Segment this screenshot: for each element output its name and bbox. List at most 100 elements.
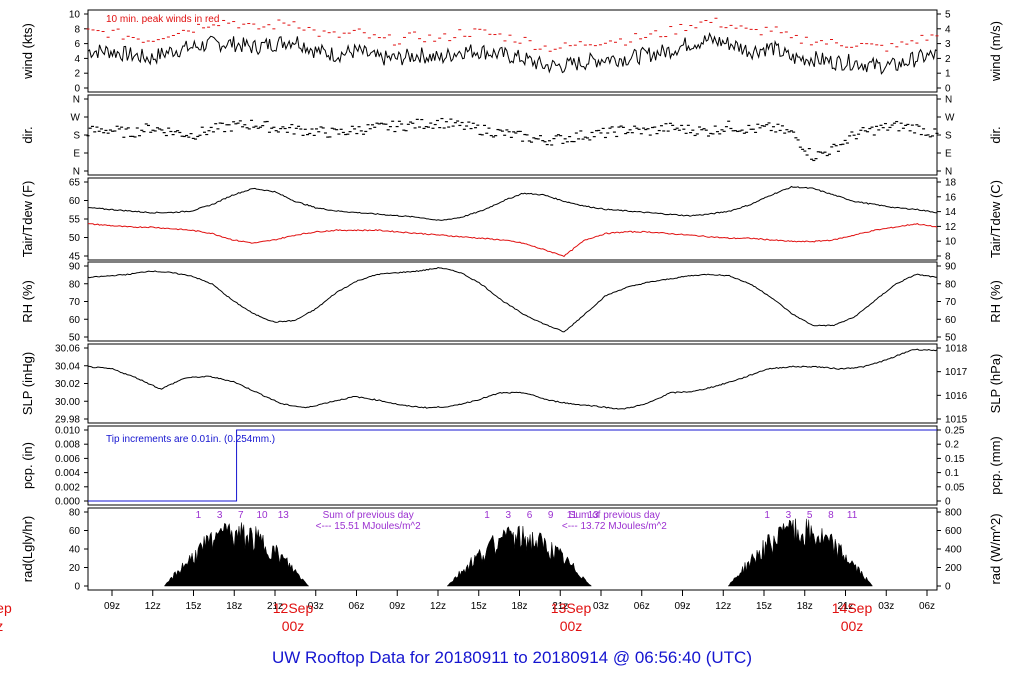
y-tick-label: N (73, 95, 80, 106)
y-tick-label: 60 (69, 196, 81, 207)
y-tick-label: 30.04 (55, 361, 80, 372)
radiation-day-1 (163, 522, 310, 587)
y2-tick-label: 0.2 (945, 440, 959, 451)
y-tick-label: E (73, 149, 80, 160)
y2-tick-label: 4 (945, 24, 951, 35)
y2-tick-label: 16 (945, 192, 957, 203)
y-tick-label: 0.006 (55, 454, 80, 465)
x-tick-label: 12z (145, 601, 161, 612)
hour-mark-label: 9 (548, 510, 554, 521)
hour-mark-label: 10 (256, 510, 268, 521)
series-precip (88, 429, 937, 502)
hour-mark-label: 3 (786, 510, 792, 521)
hour-mark-label: 13 (278, 510, 290, 521)
x-tick-label: 21z (552, 601, 568, 612)
y-tick-label: 20 (69, 563, 81, 574)
hour-mark-label: 1 (196, 510, 202, 521)
series-rh (87, 266, 938, 333)
wind-annotation: 10 min. peak winds in red (106, 14, 219, 25)
day-label-date: 11Sep (0, 600, 12, 616)
y-tick-label: 90 (69, 262, 81, 273)
hour-mark-label: 3 (217, 510, 223, 521)
y-tick-label: 65 (69, 178, 81, 189)
y-tick-label: N (73, 167, 80, 178)
y2-tick-label: 70 (945, 297, 957, 308)
y-axis-label-rh: RH (%) (20, 280, 35, 323)
series-wind (87, 32, 938, 75)
x-tick-label: 15z (185, 601, 201, 612)
y-tick-label: 0.000 (55, 497, 80, 508)
y2-tick-label: 12 (945, 222, 957, 233)
hour-mark-label: 1 (484, 510, 490, 521)
y-tick-label: 80 (69, 508, 81, 519)
y2-axis-label-temp: Tair/Tdew (C) (988, 180, 1003, 258)
y2-tick-label: 800 (945, 508, 962, 519)
hour-mark-label: 7 (238, 510, 244, 521)
sum-note-line2: <--- 13.72 MJoules/m^2 (562, 521, 667, 532)
y-tick-label: W (71, 113, 81, 124)
radiation-day-2 (446, 525, 593, 587)
y-tick-label: 50 (69, 333, 81, 344)
y-tick-label: 0.002 (55, 482, 80, 493)
sum-note-line1: Sum of previous day (569, 510, 660, 521)
y2-tick-label: 60 (945, 315, 957, 326)
y-tick-label: 2 (74, 69, 80, 80)
day-label-date: 13Sep (551, 600, 592, 616)
panel-frame-pcp (87, 425, 938, 506)
y-axis-label-pcp: pcp. (in) (20, 442, 35, 489)
y-tick-label: 30.02 (55, 379, 80, 390)
y-tick-label: 0.004 (55, 468, 80, 479)
y-tick-label: 30.06 (55, 344, 80, 355)
hour-mark-label: 13 (588, 510, 600, 521)
x-tick-label: 18z (511, 601, 527, 612)
y2-tick-label: 0 (945, 582, 951, 593)
series-tair (88, 185, 937, 221)
x-tick-label: 21z (267, 601, 283, 612)
y2-tick-label: 0 (945, 497, 951, 508)
y-tick-label: 60 (69, 315, 81, 326)
y-axis-label-dir: dir. (20, 126, 35, 143)
y-tick-label: 0 (74, 582, 80, 593)
y2-tick-label: 200 (945, 563, 962, 574)
hour-mark-label: 5 (807, 510, 813, 521)
day-label-hour: 00z (282, 618, 305, 634)
y2-tick-label: 0.25 (945, 426, 965, 437)
panel-frame-rh (87, 261, 938, 342)
y-tick-label: 60 (69, 526, 81, 537)
y-tick-label: 10 (69, 10, 81, 21)
panel-frame-dir (87, 94, 938, 176)
y2-tick-label: S (945, 131, 952, 142)
y-tick-label: 70 (69, 297, 81, 308)
y2-tick-label: 1015 (945, 415, 968, 426)
day-label-hour: 00z (841, 618, 864, 634)
y2-tick-label: 3 (945, 39, 951, 50)
y2-tick-label: 5 (945, 10, 951, 21)
y2-tick-label: 1017 (945, 367, 968, 378)
y2-tick-label: 18 (945, 178, 957, 189)
y2-tick-label: 1018 (945, 344, 968, 355)
y-tick-label: 8 (74, 24, 80, 35)
y2-tick-label: W (945, 113, 955, 124)
y2-axis-label-wind: wind (m/s) (988, 21, 1003, 82)
y-tick-label: 6 (74, 39, 80, 50)
y2-tick-label: 0.15 (945, 454, 965, 465)
sum-note-line2: <--- 15.51 MJoules/m^2 (316, 521, 421, 532)
y-tick-label: 50 (69, 233, 81, 244)
y-tick-label: 40 (69, 545, 81, 556)
series-tdew (87, 223, 938, 258)
x-tick-label: 18z (226, 601, 242, 612)
y-axis-label-temp: Tair/Tdew (F) (20, 181, 35, 258)
x-tick-label: 09z (389, 601, 405, 612)
panel-frame-temp (87, 177, 938, 261)
y2-tick-label: 1 (945, 69, 951, 80)
y2-tick-label: 10 (945, 237, 957, 248)
y2-axis-label-rad: rad (W/m^2) (988, 513, 1003, 584)
series-slp (87, 348, 938, 410)
y2-tick-label: 2 (945, 54, 951, 65)
y2-tick-label: 400 (945, 545, 962, 556)
y-tick-label: 45 (69, 252, 81, 263)
x-tick-label: 03z (878, 601, 894, 612)
y-tick-label: 55 (69, 215, 81, 226)
y2-tick-label: 90 (945, 262, 957, 273)
y2-tick-label: N (945, 95, 952, 106)
